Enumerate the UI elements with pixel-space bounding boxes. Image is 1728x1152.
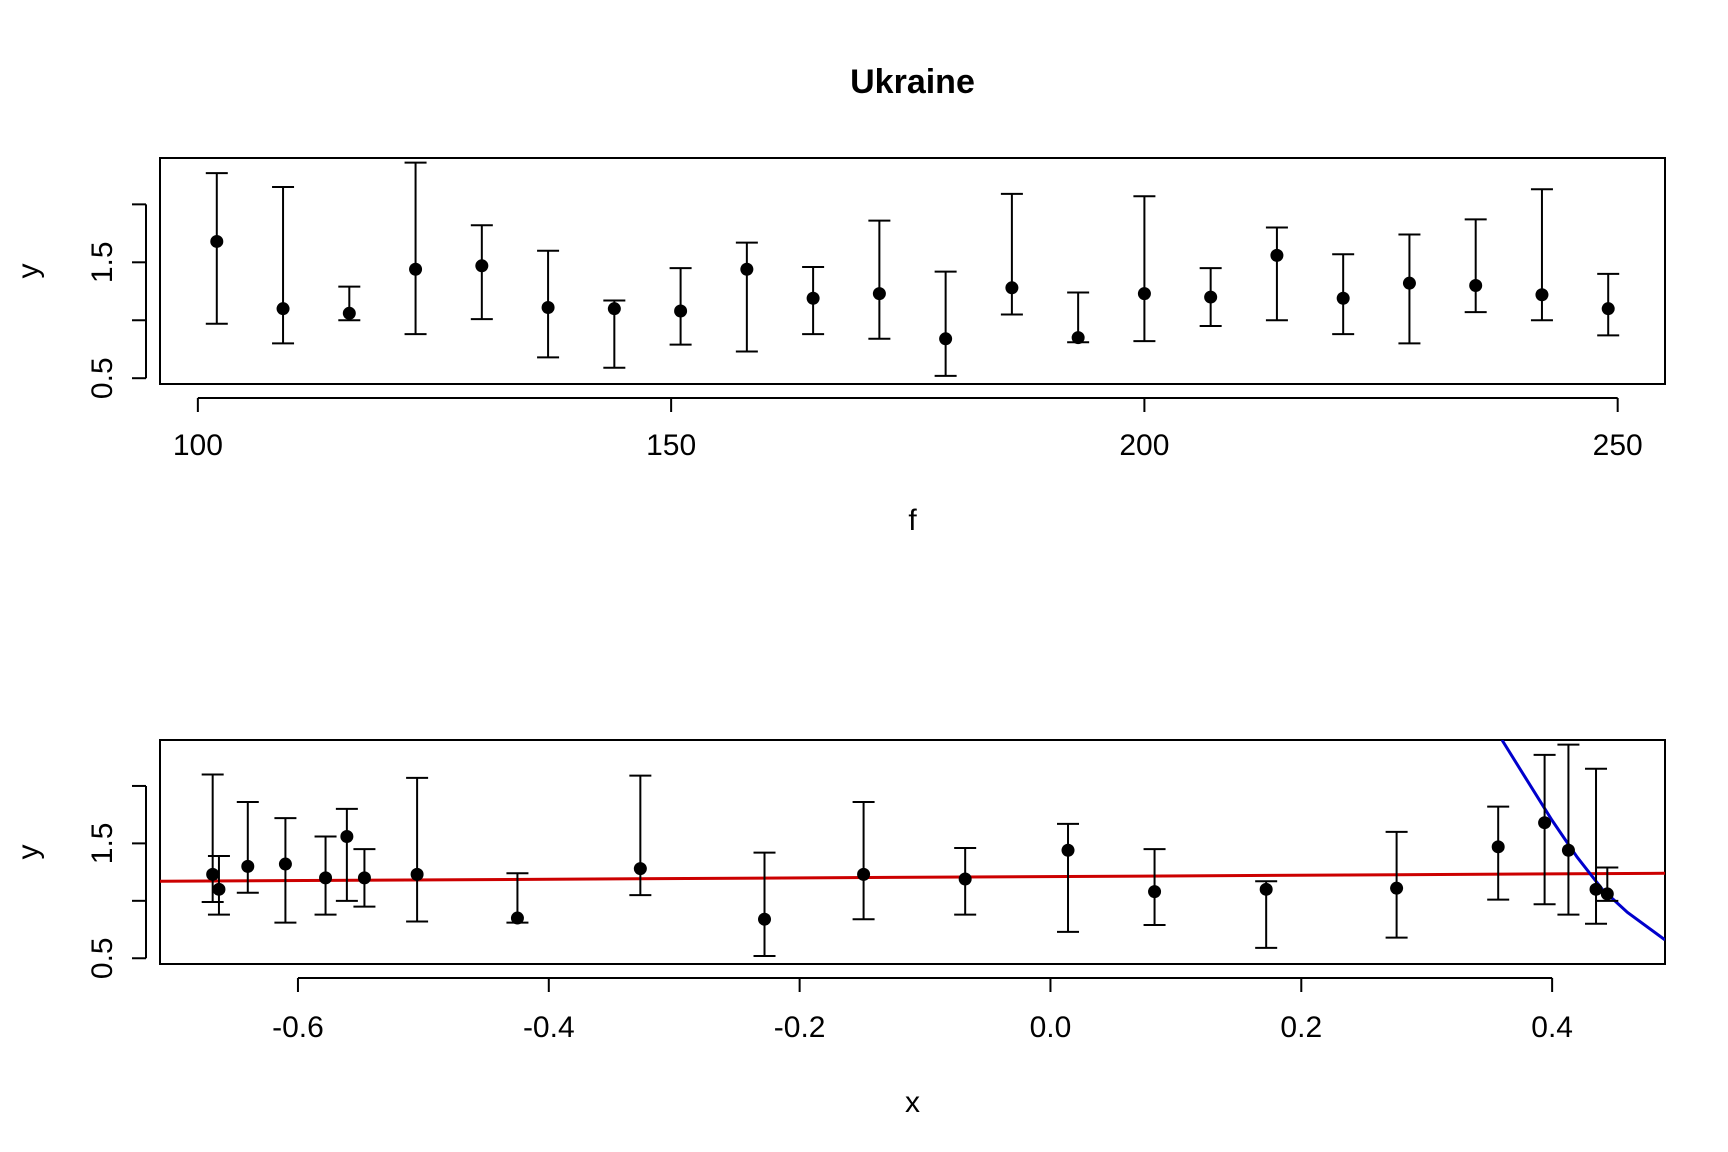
data-point: [1390, 881, 1404, 895]
data-point: [475, 259, 489, 273]
data-point: [409, 262, 423, 276]
data-point: [1600, 887, 1614, 901]
data-point: [1336, 291, 1350, 305]
chart-panel-2: -0.6 -0.4 -0.2 0.0 0.2 0.4 x 0.5 1.5 y: [12, 739, 1666, 1119]
data-point: [1535, 288, 1549, 302]
x-tick-label: 0.2: [1280, 1011, 1322, 1044]
data-point: [872, 287, 886, 301]
x-axis-label: f: [908, 504, 917, 537]
y-axis-label: y: [12, 264, 45, 279]
y-tick-label: 1.5: [86, 241, 119, 283]
chart-title: Ukraine: [850, 63, 975, 101]
x-axis-label: x: [905, 1086, 920, 1119]
data-point: [1148, 885, 1162, 899]
data-point: [758, 912, 772, 926]
x-tick-label: 150: [646, 429, 696, 462]
fit-line-2: [1500, 740, 1665, 942]
data-point: [1469, 278, 1483, 292]
fit-line-1: [160, 871, 1665, 883]
data-point: [857, 867, 871, 881]
data-point: [210, 234, 224, 248]
data-point: [1601, 302, 1615, 316]
data-point: [278, 857, 292, 871]
data-point: [340, 829, 354, 843]
data-point: [1561, 843, 1575, 857]
x-tick-label: -0.2: [774, 1011, 826, 1044]
data-point: [541, 301, 555, 315]
y-tick-label: 1.5: [86, 823, 119, 865]
data-point: [206, 867, 220, 881]
data-point: [633, 862, 647, 876]
data-point: [1005, 281, 1019, 295]
data-point: [1061, 843, 1075, 857]
data-point: [510, 911, 524, 925]
data-point: [319, 871, 333, 885]
x-tick-label: 100: [173, 429, 223, 462]
data-point: [607, 302, 621, 316]
y-tick-label: 0.5: [86, 357, 119, 399]
data-point: [1071, 331, 1085, 345]
data-point: [674, 304, 688, 318]
data-point: [342, 306, 356, 320]
plot-frame: [159, 157, 1666, 385]
data-point: [357, 871, 371, 885]
x-tick-label: 0.4: [1531, 1011, 1573, 1044]
data-point: [1270, 248, 1284, 262]
x-tick-label: 250: [1593, 429, 1643, 462]
plot-area: [160, 740, 1665, 957]
x-tick-label: 0.0: [1030, 1011, 1072, 1044]
plot-area: [205, 161, 1620, 377]
data-point: [241, 859, 255, 873]
data-point: [1589, 882, 1603, 896]
data-point: [1538, 816, 1552, 830]
data-point: [1259, 882, 1273, 896]
data-point: [1402, 276, 1416, 290]
data-point: [958, 872, 972, 886]
y-axis-label: y: [12, 845, 45, 860]
y-tick-label: 0.5: [86, 937, 119, 979]
plot-frame: [159, 739, 1666, 965]
data-point: [939, 332, 953, 346]
data-point: [1491, 840, 1505, 854]
data-point: [276, 302, 290, 316]
data-point: [1204, 290, 1218, 304]
chart-panel-1: Ukraine 100 150 200 250 f 0.5 1.5 y: [12, 63, 1666, 537]
x-tick-label: -0.4: [523, 1011, 575, 1044]
x-tick-label: 200: [1119, 429, 1169, 462]
data-point: [740, 262, 754, 276]
data-point: [212, 882, 226, 896]
data-point: [410, 867, 424, 881]
data-point: [806, 291, 820, 305]
data-point: [1137, 287, 1151, 301]
x-tick-label: -0.6: [272, 1011, 324, 1044]
